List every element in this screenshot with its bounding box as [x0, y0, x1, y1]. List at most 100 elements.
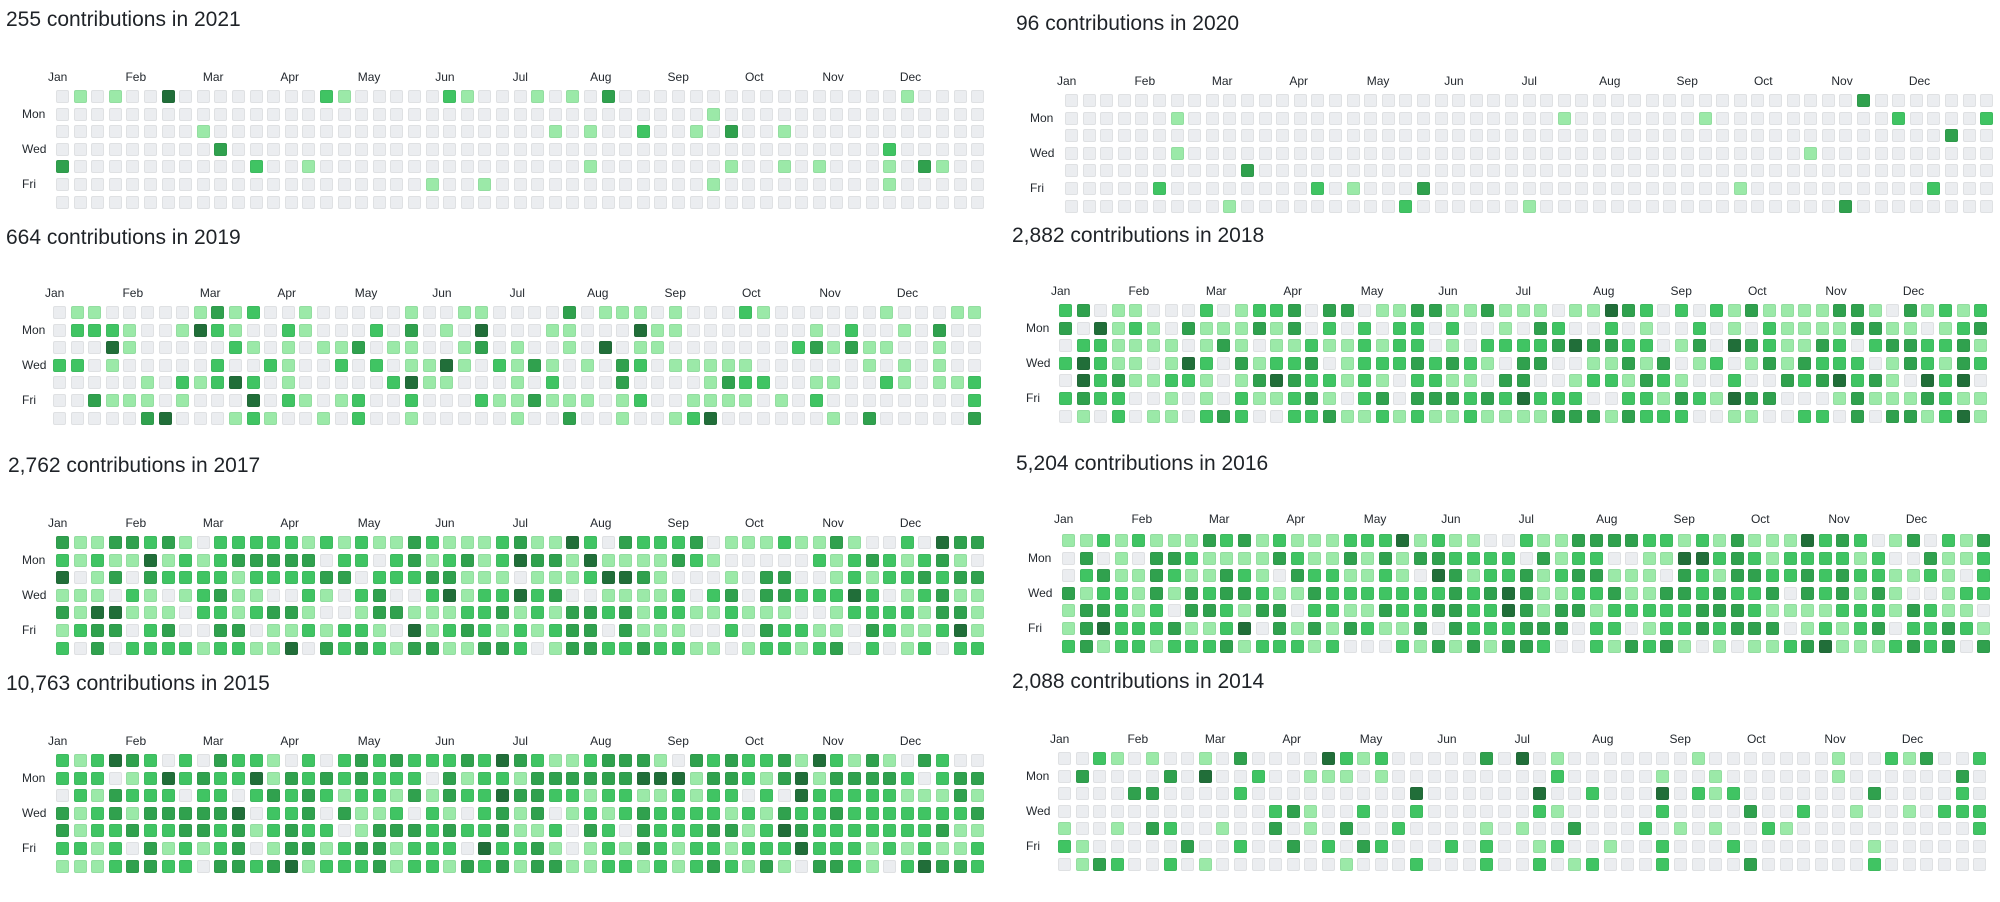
contribution-day[interactable]	[669, 323, 682, 337]
contribution-day[interactable]	[1610, 146, 1624, 160]
contribution-day[interactable]	[1939, 409, 1952, 423]
contribution-day[interactable]	[1744, 822, 1758, 836]
contribution-day[interactable]	[1185, 534, 1199, 547]
contribution-day[interactable]	[777, 824, 791, 838]
contribution-day[interactable]	[669, 376, 682, 390]
contribution-day[interactable]	[1414, 639, 1427, 653]
contribution-day[interactable]	[425, 641, 439, 655]
contribution-day[interactable]	[584, 771, 597, 785]
contribution-day[interactable]	[496, 624, 509, 637]
contribution-day[interactable]	[1713, 569, 1727, 583]
contribution-day[interactable]	[918, 641, 932, 655]
contribution-day[interactable]	[897, 323, 911, 337]
contribution-day[interactable]	[1572, 622, 1586, 635]
contribution-day[interactable]	[1586, 769, 1599, 783]
contribution-day[interactable]	[830, 195, 844, 209]
contribution-day[interactable]	[1480, 752, 1494, 765]
contribution-day[interactable]	[1938, 752, 1951, 765]
contribution-day[interactable]	[1097, 604, 1111, 618]
contribution-day[interactable]	[281, 358, 295, 372]
contribution-day[interactable]	[636, 806, 650, 820]
contribution-day[interactable]	[1396, 569, 1410, 583]
contribution-day[interactable]	[651, 358, 665, 372]
contribution-day[interactable]	[672, 142, 685, 156]
contribution-day[interactable]	[545, 394, 559, 407]
contribution-day[interactable]	[1499, 409, 1512, 423]
contribution-day[interactable]	[936, 160, 949, 174]
contribution-day[interactable]	[1593, 111, 1606, 125]
contribution-day[interactable]	[1956, 304, 1970, 317]
contribution-day[interactable]	[320, 754, 333, 767]
contribution-day[interactable]	[619, 125, 633, 139]
contribution-day[interactable]	[1378, 551, 1392, 565]
contribution-day[interactable]	[1487, 129, 1501, 143]
contribution-day[interactable]	[70, 376, 84, 390]
contribution-day[interactable]	[246, 376, 260, 390]
contribution-day[interactable]	[1695, 534, 1709, 547]
contribution-day[interactable]	[1801, 639, 1815, 653]
contribution-day[interactable]	[337, 160, 351, 174]
contribution-day[interactable]	[812, 641, 826, 655]
contribution-day[interactable]	[196, 824, 210, 838]
contribution-day[interactable]	[1150, 604, 1163, 618]
contribution-day[interactable]	[337, 606, 351, 620]
contribution-day[interactable]	[724, 789, 738, 803]
contribution-day[interactable]	[1094, 409, 1108, 423]
contribution-day[interactable]	[1748, 569, 1762, 583]
contribution-day[interactable]	[619, 90, 633, 103]
contribution-day[interactable]	[144, 160, 157, 174]
contribution-day[interactable]	[1821, 199, 1835, 213]
contribution-day[interactable]	[496, 771, 509, 785]
contribution-day[interactable]	[496, 842, 509, 855]
contribution-day[interactable]	[161, 641, 175, 655]
contribution-day[interactable]	[1414, 534, 1427, 547]
contribution-day[interactable]	[425, 125, 439, 139]
contribution-day[interactable]	[1675, 339, 1688, 353]
contribution-day[interactable]	[601, 806, 615, 820]
contribution-day[interactable]	[1962, 146, 1976, 160]
contribution-day[interactable]	[1851, 392, 1864, 405]
contribution-day[interactable]	[1804, 111, 1818, 125]
contribution-day[interactable]	[633, 341, 647, 355]
contribution-day[interactable]	[1446, 409, 1460, 423]
contribution-day[interactable]	[1449, 639, 1463, 653]
contribution-day[interactable]	[211, 411, 225, 425]
contribution-day[interactable]	[1399, 182, 1413, 195]
contribution-day[interactable]	[460, 536, 474, 549]
contribution-day[interactable]	[1956, 321, 1970, 335]
contribution-day[interactable]	[1603, 787, 1617, 801]
contribution-day[interactable]	[654, 606, 668, 620]
contribution-day[interactable]	[830, 107, 844, 121]
contribution-day[interactable]	[1955, 840, 1969, 853]
contribution-day[interactable]	[422, 411, 436, 425]
contribution-day[interactable]	[214, 789, 228, 803]
contribution-day[interactable]	[390, 178, 404, 191]
contribution-day[interactable]	[211, 341, 225, 355]
contribution-day[interactable]	[1185, 639, 1199, 653]
contribution-day[interactable]	[1921, 392, 1935, 405]
contribution-day[interactable]	[1463, 392, 1477, 405]
contribution-day[interactable]	[721, 376, 735, 390]
contribution-day[interactable]	[633, 394, 647, 407]
contribution-day[interactable]	[1431, 622, 1445, 635]
contribution-day[interactable]	[953, 195, 967, 209]
contribution-day[interactable]	[1216, 804, 1230, 818]
contribution-day[interactable]	[548, 90, 562, 103]
contribution-day[interactable]	[214, 842, 228, 855]
contribution-day[interactable]	[1223, 94, 1237, 107]
contribution-day[interactable]	[1251, 840, 1265, 853]
contribution-day[interactable]	[1656, 769, 1670, 783]
contribution-day[interactable]	[1769, 129, 1782, 143]
contribution-day[interactable]	[654, 195, 668, 209]
contribution-day[interactable]	[196, 806, 210, 820]
contribution-day[interactable]	[619, 859, 633, 873]
contribution-day[interactable]	[1202, 586, 1216, 600]
contribution-day[interactable]	[493, 358, 506, 372]
contribution-day[interactable]	[337, 859, 351, 873]
contribution-day[interactable]	[372, 606, 386, 620]
contribution-day[interactable]	[1692, 392, 1706, 405]
contribution-day[interactable]	[478, 641, 492, 655]
contribution-day[interactable]	[1625, 569, 1639, 583]
contribution-day[interactable]	[408, 588, 421, 602]
contribution-day[interactable]	[513, 107, 527, 121]
